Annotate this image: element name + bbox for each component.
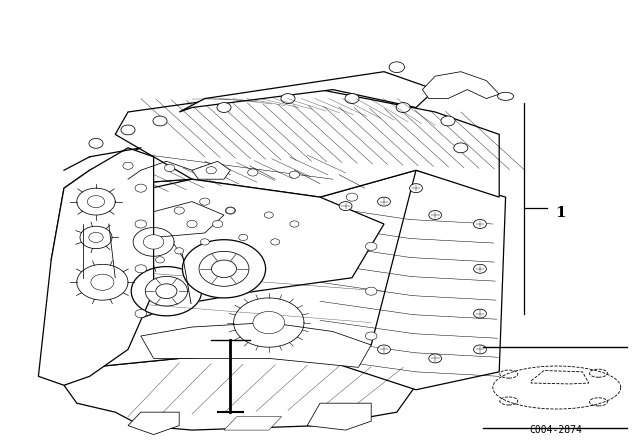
Circle shape — [396, 103, 410, 112]
Polygon shape — [307, 403, 371, 430]
Circle shape — [156, 284, 177, 298]
Polygon shape — [179, 72, 435, 112]
Polygon shape — [80, 226, 112, 249]
Circle shape — [474, 220, 486, 228]
Circle shape — [135, 310, 147, 318]
Polygon shape — [234, 298, 304, 347]
Circle shape — [153, 116, 167, 126]
Circle shape — [264, 212, 273, 218]
Polygon shape — [51, 170, 416, 367]
Circle shape — [365, 332, 377, 340]
Circle shape — [123, 162, 133, 169]
Polygon shape — [320, 170, 506, 390]
Circle shape — [410, 184, 422, 193]
Circle shape — [121, 125, 135, 135]
Polygon shape — [38, 148, 154, 385]
Circle shape — [175, 248, 184, 254]
Circle shape — [212, 220, 223, 228]
Polygon shape — [224, 417, 282, 430]
Circle shape — [156, 257, 164, 263]
Circle shape — [200, 239, 209, 245]
Polygon shape — [64, 345, 416, 430]
Circle shape — [200, 198, 210, 205]
Circle shape — [199, 251, 249, 286]
Circle shape — [281, 94, 295, 103]
Circle shape — [239, 234, 248, 241]
Circle shape — [271, 239, 280, 245]
Circle shape — [389, 62, 404, 73]
Circle shape — [253, 311, 285, 334]
Circle shape — [378, 197, 390, 206]
Circle shape — [89, 138, 103, 148]
Circle shape — [339, 202, 352, 211]
Circle shape — [226, 207, 235, 214]
Circle shape — [290, 221, 299, 227]
Circle shape — [289, 171, 300, 178]
Polygon shape — [131, 267, 202, 316]
Circle shape — [474, 264, 486, 273]
Circle shape — [225, 207, 236, 214]
Ellipse shape — [498, 92, 514, 100]
Circle shape — [345, 94, 359, 103]
Circle shape — [206, 167, 216, 174]
Text: C004-2874: C004-2874 — [529, 426, 582, 435]
Circle shape — [145, 276, 188, 306]
Circle shape — [429, 354, 442, 363]
Circle shape — [143, 235, 164, 249]
Polygon shape — [141, 323, 371, 367]
Circle shape — [217, 103, 231, 112]
Circle shape — [441, 116, 455, 126]
Circle shape — [365, 242, 377, 250]
Polygon shape — [77, 179, 384, 323]
Polygon shape — [115, 90, 499, 197]
Circle shape — [135, 265, 147, 273]
Polygon shape — [422, 72, 499, 99]
Polygon shape — [77, 188, 115, 215]
Circle shape — [378, 345, 390, 354]
Circle shape — [474, 309, 486, 318]
Polygon shape — [133, 228, 174, 256]
Circle shape — [454, 143, 468, 153]
Circle shape — [474, 345, 486, 354]
Circle shape — [211, 260, 237, 277]
Circle shape — [164, 164, 175, 172]
Circle shape — [89, 233, 103, 242]
Circle shape — [429, 211, 442, 220]
Circle shape — [248, 169, 258, 176]
Circle shape — [187, 220, 197, 228]
Polygon shape — [128, 412, 179, 435]
Circle shape — [174, 207, 184, 214]
Polygon shape — [64, 125, 333, 197]
Circle shape — [135, 184, 147, 192]
Circle shape — [346, 193, 358, 201]
Circle shape — [135, 220, 147, 228]
Polygon shape — [182, 240, 266, 298]
Polygon shape — [77, 264, 128, 300]
Circle shape — [87, 195, 105, 207]
Polygon shape — [192, 161, 230, 179]
Circle shape — [91, 274, 114, 290]
Polygon shape — [141, 202, 224, 237]
Circle shape — [365, 287, 377, 295]
Text: 1: 1 — [556, 206, 566, 220]
